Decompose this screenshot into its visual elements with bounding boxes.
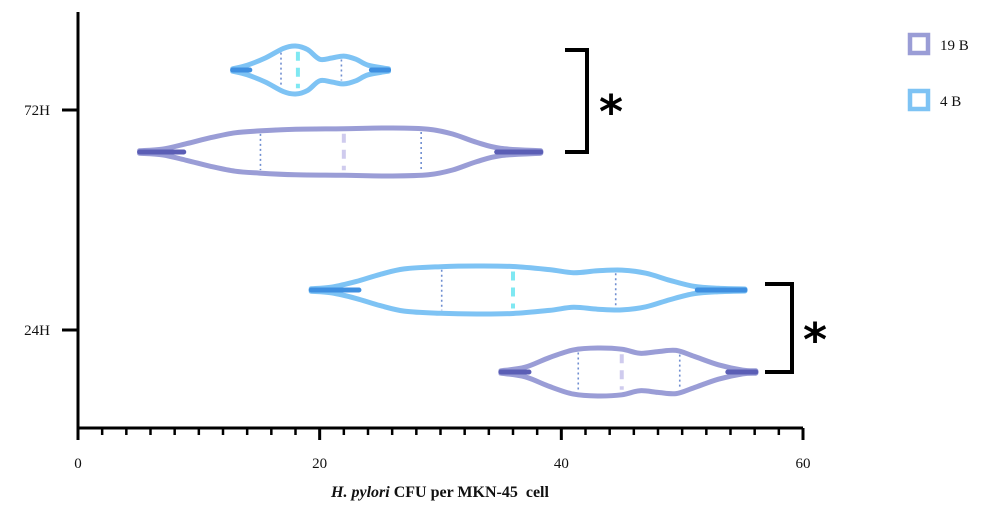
violin-24h-4b — [308, 263, 748, 317]
legend-label-4b: 4 B — [940, 94, 961, 110]
significance-bracket-72h — [565, 48, 589, 154]
x-tick-label: 0 — [74, 456, 82, 472]
x-tick-label: 60 — [796, 456, 811, 472]
x-axis-title-italic: H. pylori — [330, 484, 390, 501]
legend-label-19b: 19 B — [940, 38, 969, 54]
x-tick-label: 40 — [554, 456, 569, 472]
y-category-label: 24H — [24, 323, 50, 339]
significance-asterisk-72h: * — [599, 85, 623, 139]
x-axis-title-rest: CFU per MKN-45 cell — [394, 484, 550, 501]
significance-bracket-24h — [765, 282, 794, 374]
y-category-label: 72H — [24, 103, 50, 119]
significance-layer: ** — [565, 48, 827, 374]
axes-layer: 0 20 40 60 72H 24H — [24, 12, 811, 472]
x-axis-title: H. pylori CFU per MKN-45 cell — [330, 484, 549, 501]
violin-72h-19b — [137, 125, 544, 179]
x-tick-label: 20 — [312, 456, 327, 472]
legend-swatch-19b — [907, 32, 931, 56]
violin-24h-19b — [498, 345, 759, 399]
violin-72h-4b — [230, 43, 391, 97]
legend: 19 B 4 B — [907, 32, 969, 112]
violins-layer — [137, 43, 759, 399]
legend-swatch-4b — [907, 88, 931, 112]
significance-asterisk-24h: * — [803, 313, 827, 367]
